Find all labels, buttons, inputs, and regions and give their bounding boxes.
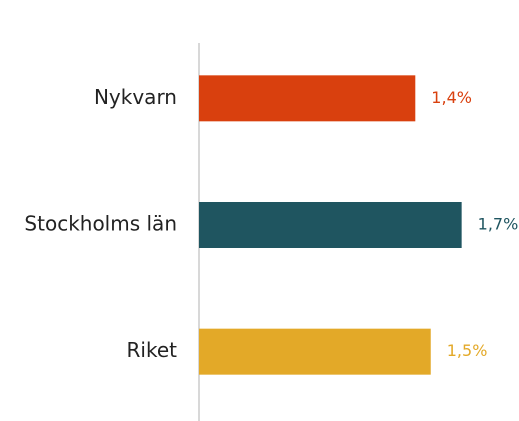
category-label: Stockholms län — [24, 212, 177, 236]
value-label: 1,4% — [431, 88, 472, 107]
bar — [199, 75, 416, 122]
category-label: Riket — [127, 338, 178, 362]
bar — [199, 328, 431, 375]
category-label: Nykvarn — [94, 85, 177, 109]
value-label: 1,7% — [478, 215, 519, 234]
value-label: 1,5% — [447, 341, 488, 360]
bar — [199, 202, 462, 248]
